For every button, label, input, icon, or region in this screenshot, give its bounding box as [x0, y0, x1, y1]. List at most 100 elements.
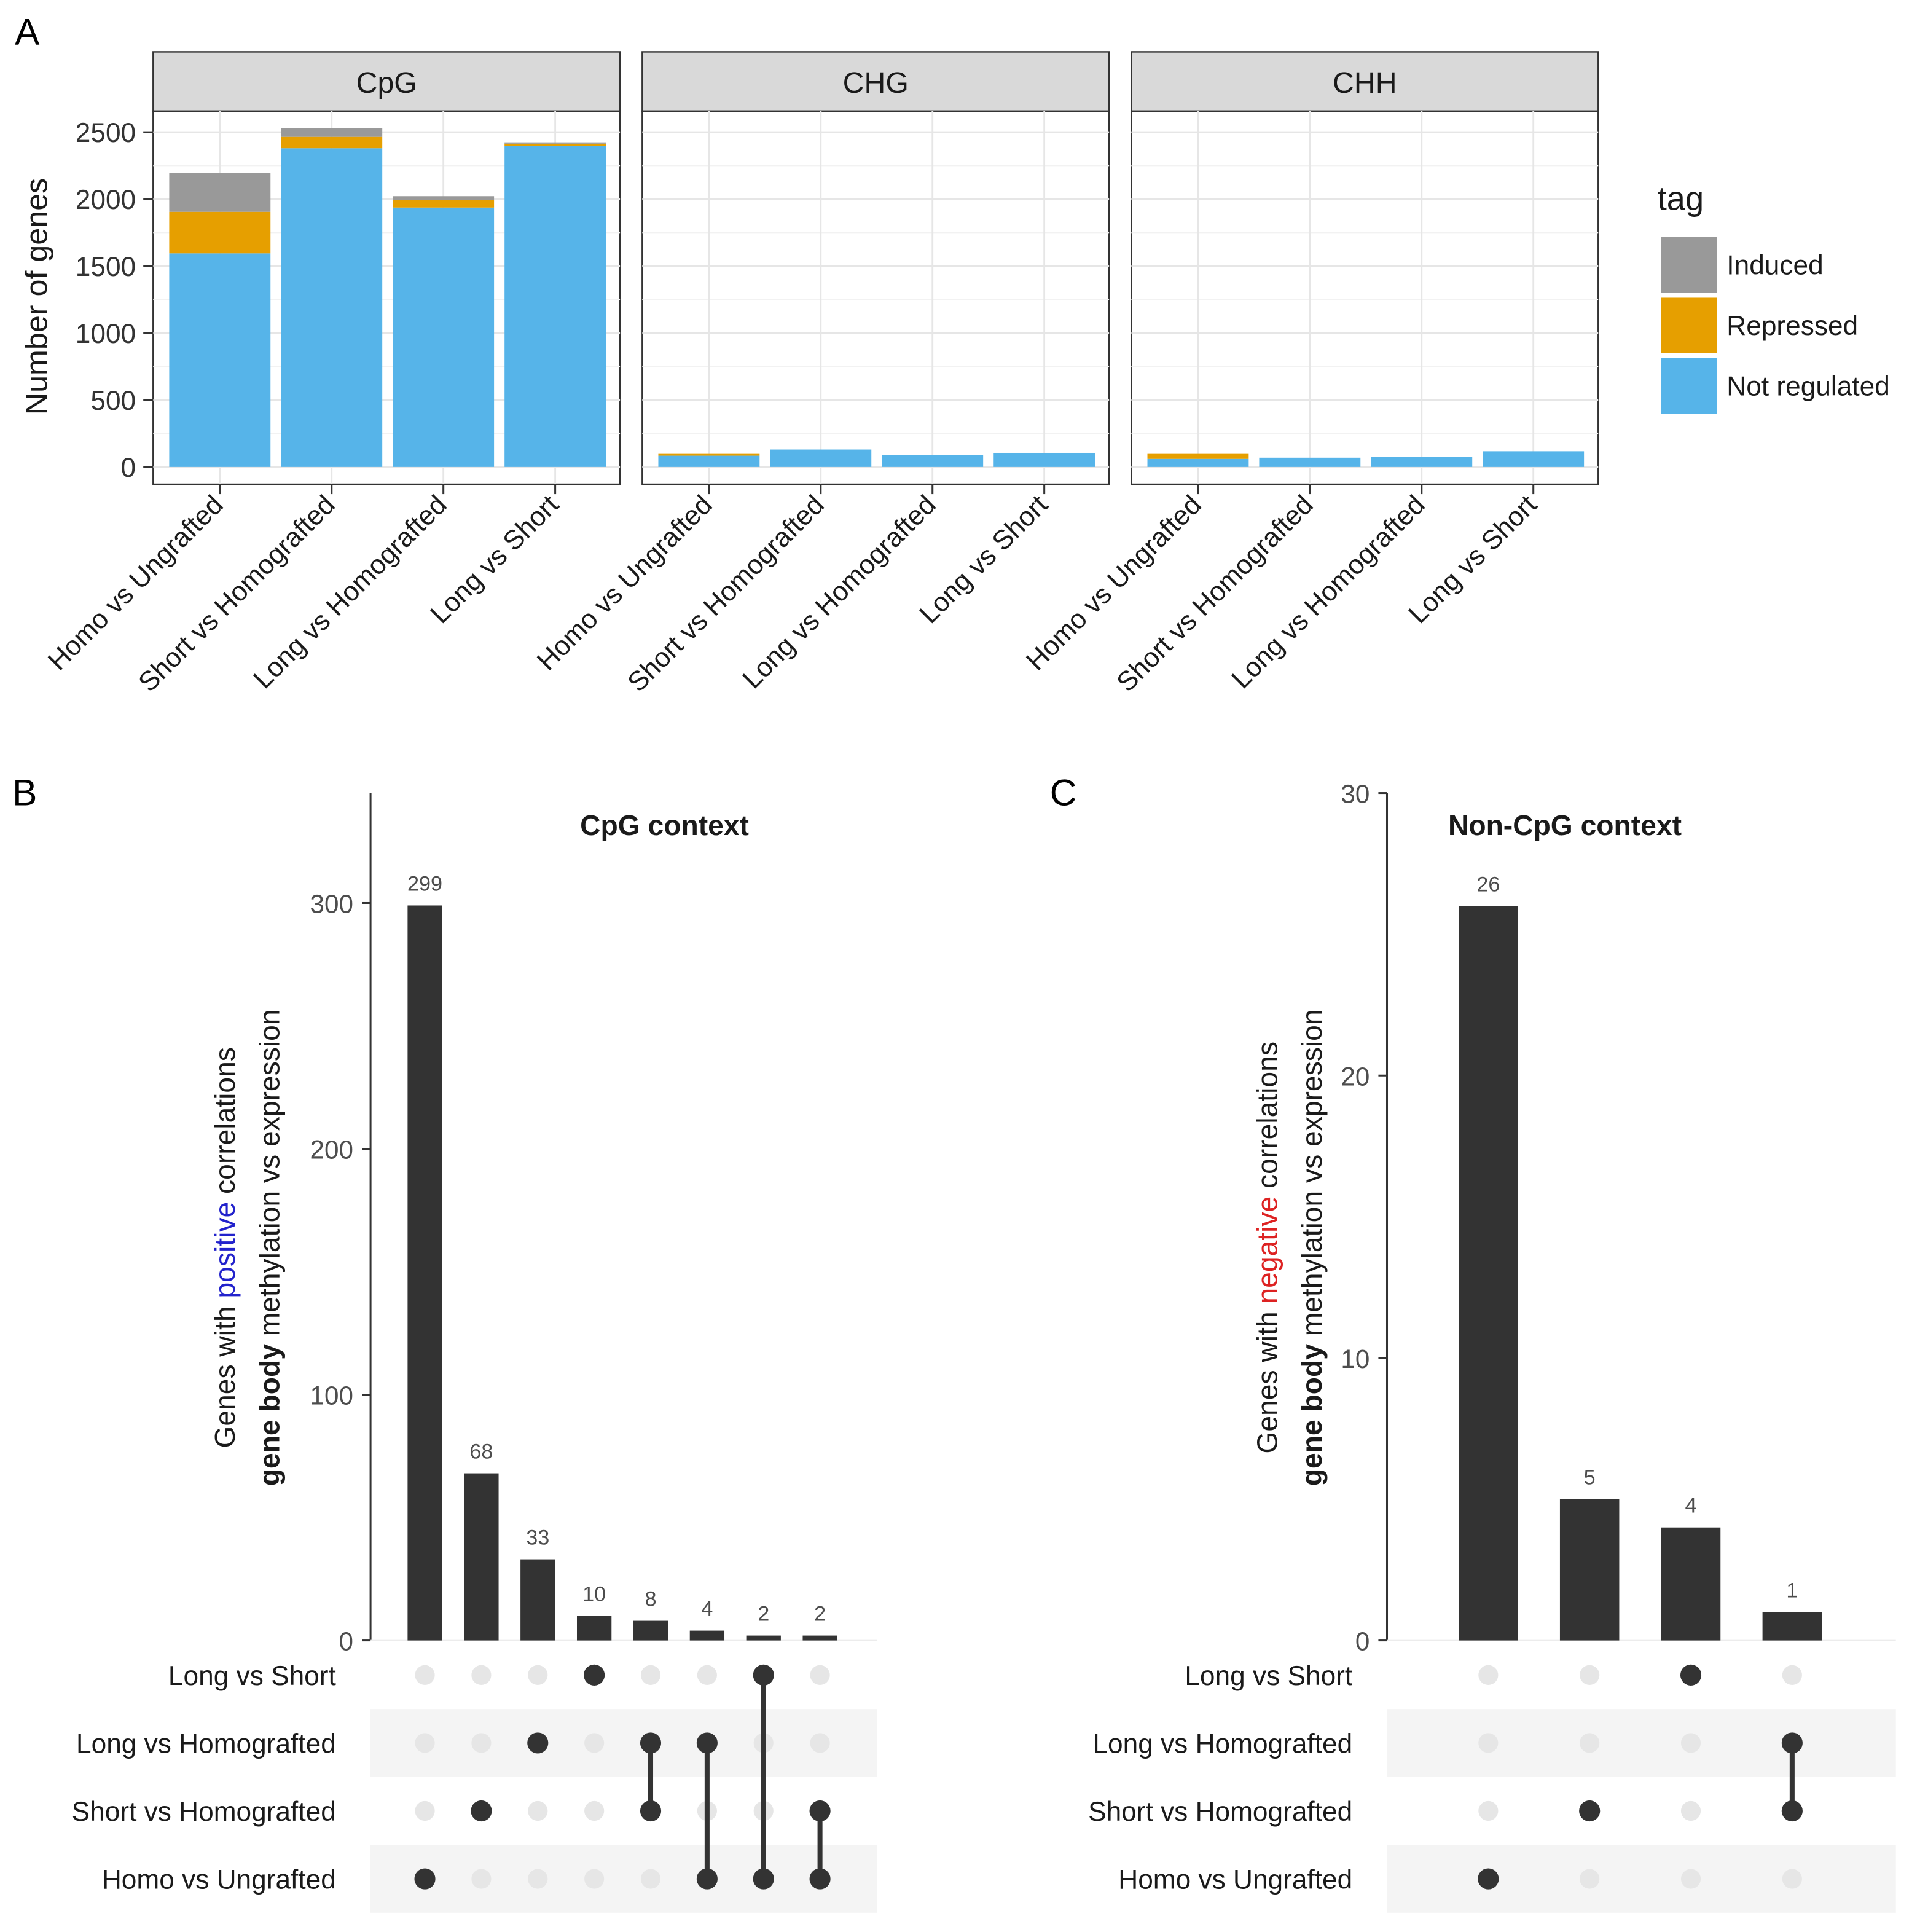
- matrix-row-stripe: [1387, 1845, 1896, 1913]
- y-axis-title-part: correlations: [1252, 1042, 1283, 1196]
- bar-value-label: 5: [1584, 1466, 1596, 1490]
- matrix-dot-inactive: [1478, 1800, 1499, 1821]
- y-axis-title-part: methylation vs expression: [253, 1009, 285, 1344]
- matrix-dot-active: [584, 1664, 605, 1686]
- intersection-bar: [1762, 1612, 1822, 1641]
- set-label: Short vs Homografted: [72, 1797, 336, 1827]
- y-tick-label: 1500: [76, 252, 136, 282]
- matrix-dot-inactive: [1580, 1869, 1600, 1889]
- matrix-dot-active: [414, 1868, 436, 1890]
- matrix-dot-active: [809, 1800, 831, 1822]
- matrix-dot-inactive: [415, 1665, 435, 1685]
- y-tick-label: 300: [310, 890, 353, 919]
- bar-segment-not-regulated: [658, 455, 760, 467]
- bar-segment-not-regulated: [1147, 458, 1249, 467]
- matrix-dot-active: [640, 1800, 662, 1822]
- y-tick-label: 10: [1341, 1345, 1370, 1373]
- matrix-dot-active: [471, 1800, 492, 1822]
- matrix-dot-inactive: [810, 1665, 830, 1685]
- matrix-dot-inactive: [1580, 1733, 1600, 1753]
- bar-segment-not-regulated: [393, 207, 495, 467]
- y-axis-title-line2: gene body methylation vs expression: [253, 1009, 285, 1486]
- matrix-dot-active: [696, 1732, 718, 1754]
- y-axis-title-part: methylation vs expression: [1296, 1009, 1328, 1344]
- legend-title: tag: [1658, 180, 1704, 218]
- legend-label: Induced: [1726, 250, 1823, 280]
- matrix-dot-active: [1680, 1664, 1702, 1686]
- matrix-dot-inactive: [1680, 1733, 1701, 1753]
- intersection-bar: [407, 905, 442, 1641]
- bar-value-label: 8: [645, 1587, 657, 1611]
- bar-value-label: 2: [814, 1602, 826, 1625]
- matrix-dot-inactive: [584, 1869, 605, 1889]
- y-tick-label: 500: [90, 386, 136, 416]
- panel-label-c: C: [1050, 772, 1077, 814]
- matrix-dot-active: [1478, 1868, 1499, 1890]
- bar-segment-repressed: [169, 211, 271, 254]
- bar-segment-repressed: [393, 200, 495, 208]
- legend-label: Not regulated: [1726, 371, 1890, 401]
- matrix-row-stripe: [370, 1709, 877, 1777]
- bar-segment-induced: [393, 196, 495, 200]
- legend-label: Repressed: [1726, 311, 1858, 341]
- x-tick-label: Long vs Homografted: [737, 490, 942, 695]
- facet-strip: [1131, 51, 1599, 112]
- matrix-dot-inactive: [697, 1665, 717, 1685]
- matrix-dot-inactive: [1782, 1665, 1802, 1685]
- y-axis-title-line2: gene body methylation vs expression: [1296, 1009, 1328, 1486]
- matrix-dot-active: [753, 1868, 774, 1890]
- bar-value-label: 2: [758, 1602, 769, 1625]
- matrix-dot-active: [753, 1664, 774, 1686]
- set-label: Homo vs Ungrafted: [102, 1865, 336, 1895]
- set-label: Homo vs Ungrafted: [1118, 1865, 1352, 1895]
- matrix-dot-inactive: [1580, 1665, 1600, 1685]
- bar-value-label: 68: [469, 1440, 493, 1463]
- bar-segment-repressed: [658, 453, 760, 456]
- x-tick-label: Short vs Homografted: [622, 490, 830, 698]
- y-tick-label: 2000: [76, 185, 136, 215]
- y-axis-title-part: correlations: [209, 1047, 241, 1202]
- intersection-bar: [464, 1473, 499, 1641]
- matrix-dot-inactive: [1680, 1800, 1701, 1821]
- matrix-dot-inactive: [528, 1869, 548, 1889]
- matrix-row-stripe: [1387, 1709, 1896, 1777]
- matrix-dot-active: [809, 1868, 831, 1890]
- matrix-dot-active: [696, 1868, 718, 1890]
- legend-swatch: [1661, 358, 1717, 414]
- matrix-dot-active: [1781, 1732, 1803, 1754]
- bar-segment-not-regulated: [169, 253, 271, 467]
- bar-segment-not-regulated: [281, 148, 383, 467]
- facet-panel: [1131, 110, 1599, 485]
- y-axis-title-part: Genes with: [209, 1298, 241, 1448]
- bar-segment-not-regulated: [1259, 457, 1361, 467]
- facet-strip-label: CHG: [843, 66, 909, 100]
- y-tick-label: 0: [1355, 1627, 1370, 1656]
- matrix-dot-inactive: [1680, 1869, 1701, 1889]
- y-axis-title-highlight: positive: [209, 1202, 241, 1298]
- y-tick-label: 200: [310, 1136, 353, 1164]
- bar-value-label: 10: [582, 1582, 606, 1606]
- y-axis-title-part: Genes with: [1252, 1304, 1283, 1454]
- matrix-dot-inactive: [415, 1733, 435, 1753]
- bar-segment-not-regulated: [1371, 457, 1473, 467]
- bar-segment-repressed: [504, 143, 606, 146]
- bar-segment-not-regulated: [504, 146, 606, 467]
- bar-value-label: 299: [407, 872, 442, 895]
- matrix-dot-active: [640, 1732, 662, 1754]
- y-tick-label: 1000: [76, 319, 136, 349]
- matrix-dot-inactive: [640, 1665, 661, 1685]
- bar-value-label: 4: [701, 1597, 713, 1620]
- bar-value-label: 33: [526, 1526, 549, 1549]
- matrix-dot-inactive: [415, 1800, 435, 1821]
- bar-value-label: 26: [1476, 873, 1500, 896]
- matrix-dot-inactive: [528, 1800, 548, 1821]
- chart-title: Non-CpG context: [1448, 809, 1682, 841]
- intersection-bar: [689, 1630, 725, 1641]
- y-axis-title: Number of genes: [19, 178, 53, 415]
- matrix-dot-inactive: [1478, 1665, 1499, 1685]
- bar-value-label: 4: [1685, 1494, 1697, 1518]
- panel-label-a: A: [15, 10, 40, 52]
- x-tick-label: Long vs Homografted: [248, 490, 453, 695]
- matrix-dot-inactive: [471, 1665, 492, 1685]
